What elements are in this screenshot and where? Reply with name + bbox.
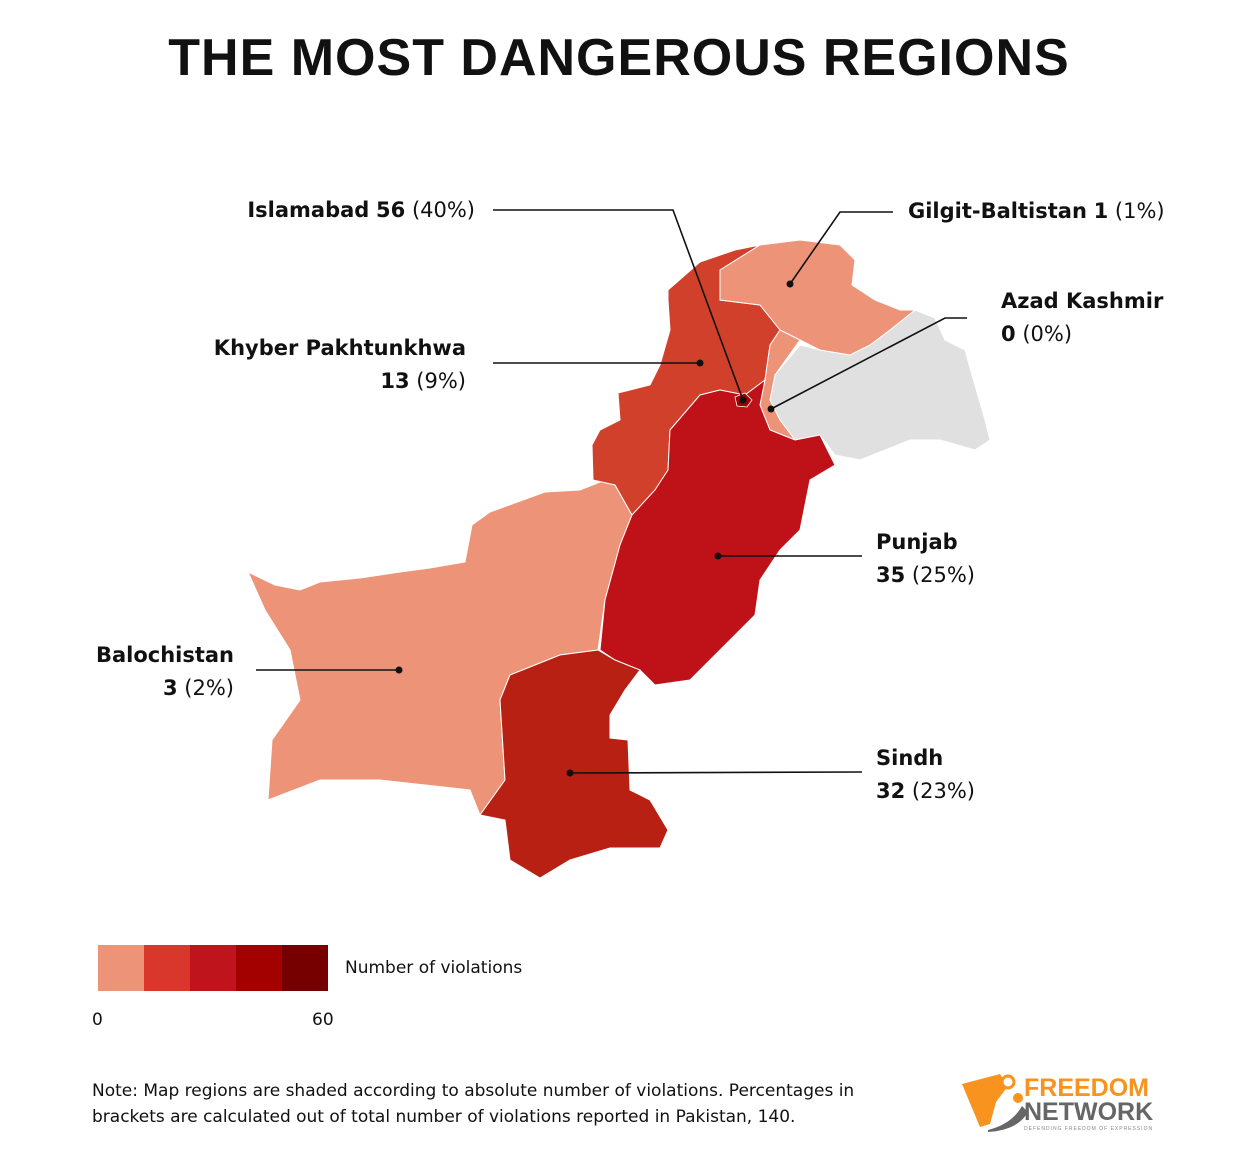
- svg-text:FREEDOM: FREEDOM: [1024, 1074, 1149, 1102]
- page-title: THE MOST DANGEROUS REGIONS: [168, 29, 1070, 87]
- region-markers: [395, 280, 794, 777]
- label-gilgit-baltistan: Gilgit-Baltistan 1 (1%): [908, 199, 1165, 223]
- color-legend: [98, 945, 328, 991]
- region-sindh[interactable]: [479, 649, 669, 879]
- footnote: Note: Map regions are shaded according t…: [92, 1081, 855, 1127]
- legend-min: 0: [92, 1010, 103, 1030]
- label-islamabad: Islamabad 56 (40%): [247, 198, 475, 222]
- label-sindh: Sindh 32 (23%): [876, 746, 975, 803]
- legend-max: 60: [312, 1010, 334, 1030]
- legend-swatch: [236, 945, 282, 991]
- legend-swatch: [282, 945, 328, 991]
- region-punjab[interactable]: [599, 378, 836, 686]
- svg-text:NETWORK: NETWORK: [1024, 1098, 1153, 1126]
- freedom-network-logo: FREEDOM NETWORK DEFENDING FREEDOM OF EXP…: [962, 1074, 1153, 1132]
- label-balochistan: Balochistan 3 (2%): [95, 643, 234, 700]
- legend-title: Number of violations: [345, 958, 523, 978]
- legend-swatch: [144, 945, 190, 991]
- label-khyber-pakhtunkhwa: Khyber Pakhtunkhwa 13 (9%): [213, 336, 466, 393]
- label-punjab: Punjab 35 (25%): [876, 530, 975, 587]
- region-gilgit-baltistan[interactable]: [719, 239, 917, 356]
- svg-text:DEFENDING FREEDOM OF EXPRESSIO: DEFENDING FREEDOM OF EXPRESSION: [1024, 1126, 1153, 1132]
- legend-swatch: [98, 945, 144, 991]
- label-azad-kashmir: Azad Kashmir 0 (0%): [1001, 289, 1164, 346]
- legend-swatch: [190, 945, 236, 991]
- leader-lines: [256, 209, 967, 774]
